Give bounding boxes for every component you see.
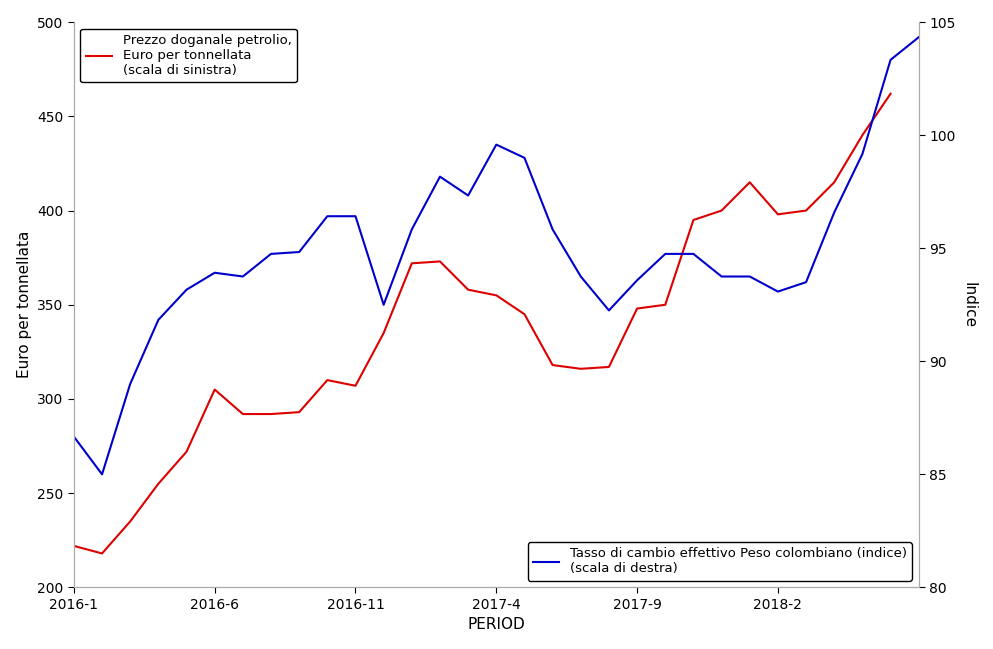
Y-axis label: Indice: Indice (961, 282, 976, 328)
X-axis label: PERIOD: PERIOD (468, 617, 525, 632)
Y-axis label: Euro per tonnellata: Euro per tonnellata (17, 231, 32, 378)
Legend: Tasso di cambio effettivo Peso colombiano (indice)
(scala di destra): Tasso di cambio effettivo Peso colombian… (527, 542, 913, 581)
